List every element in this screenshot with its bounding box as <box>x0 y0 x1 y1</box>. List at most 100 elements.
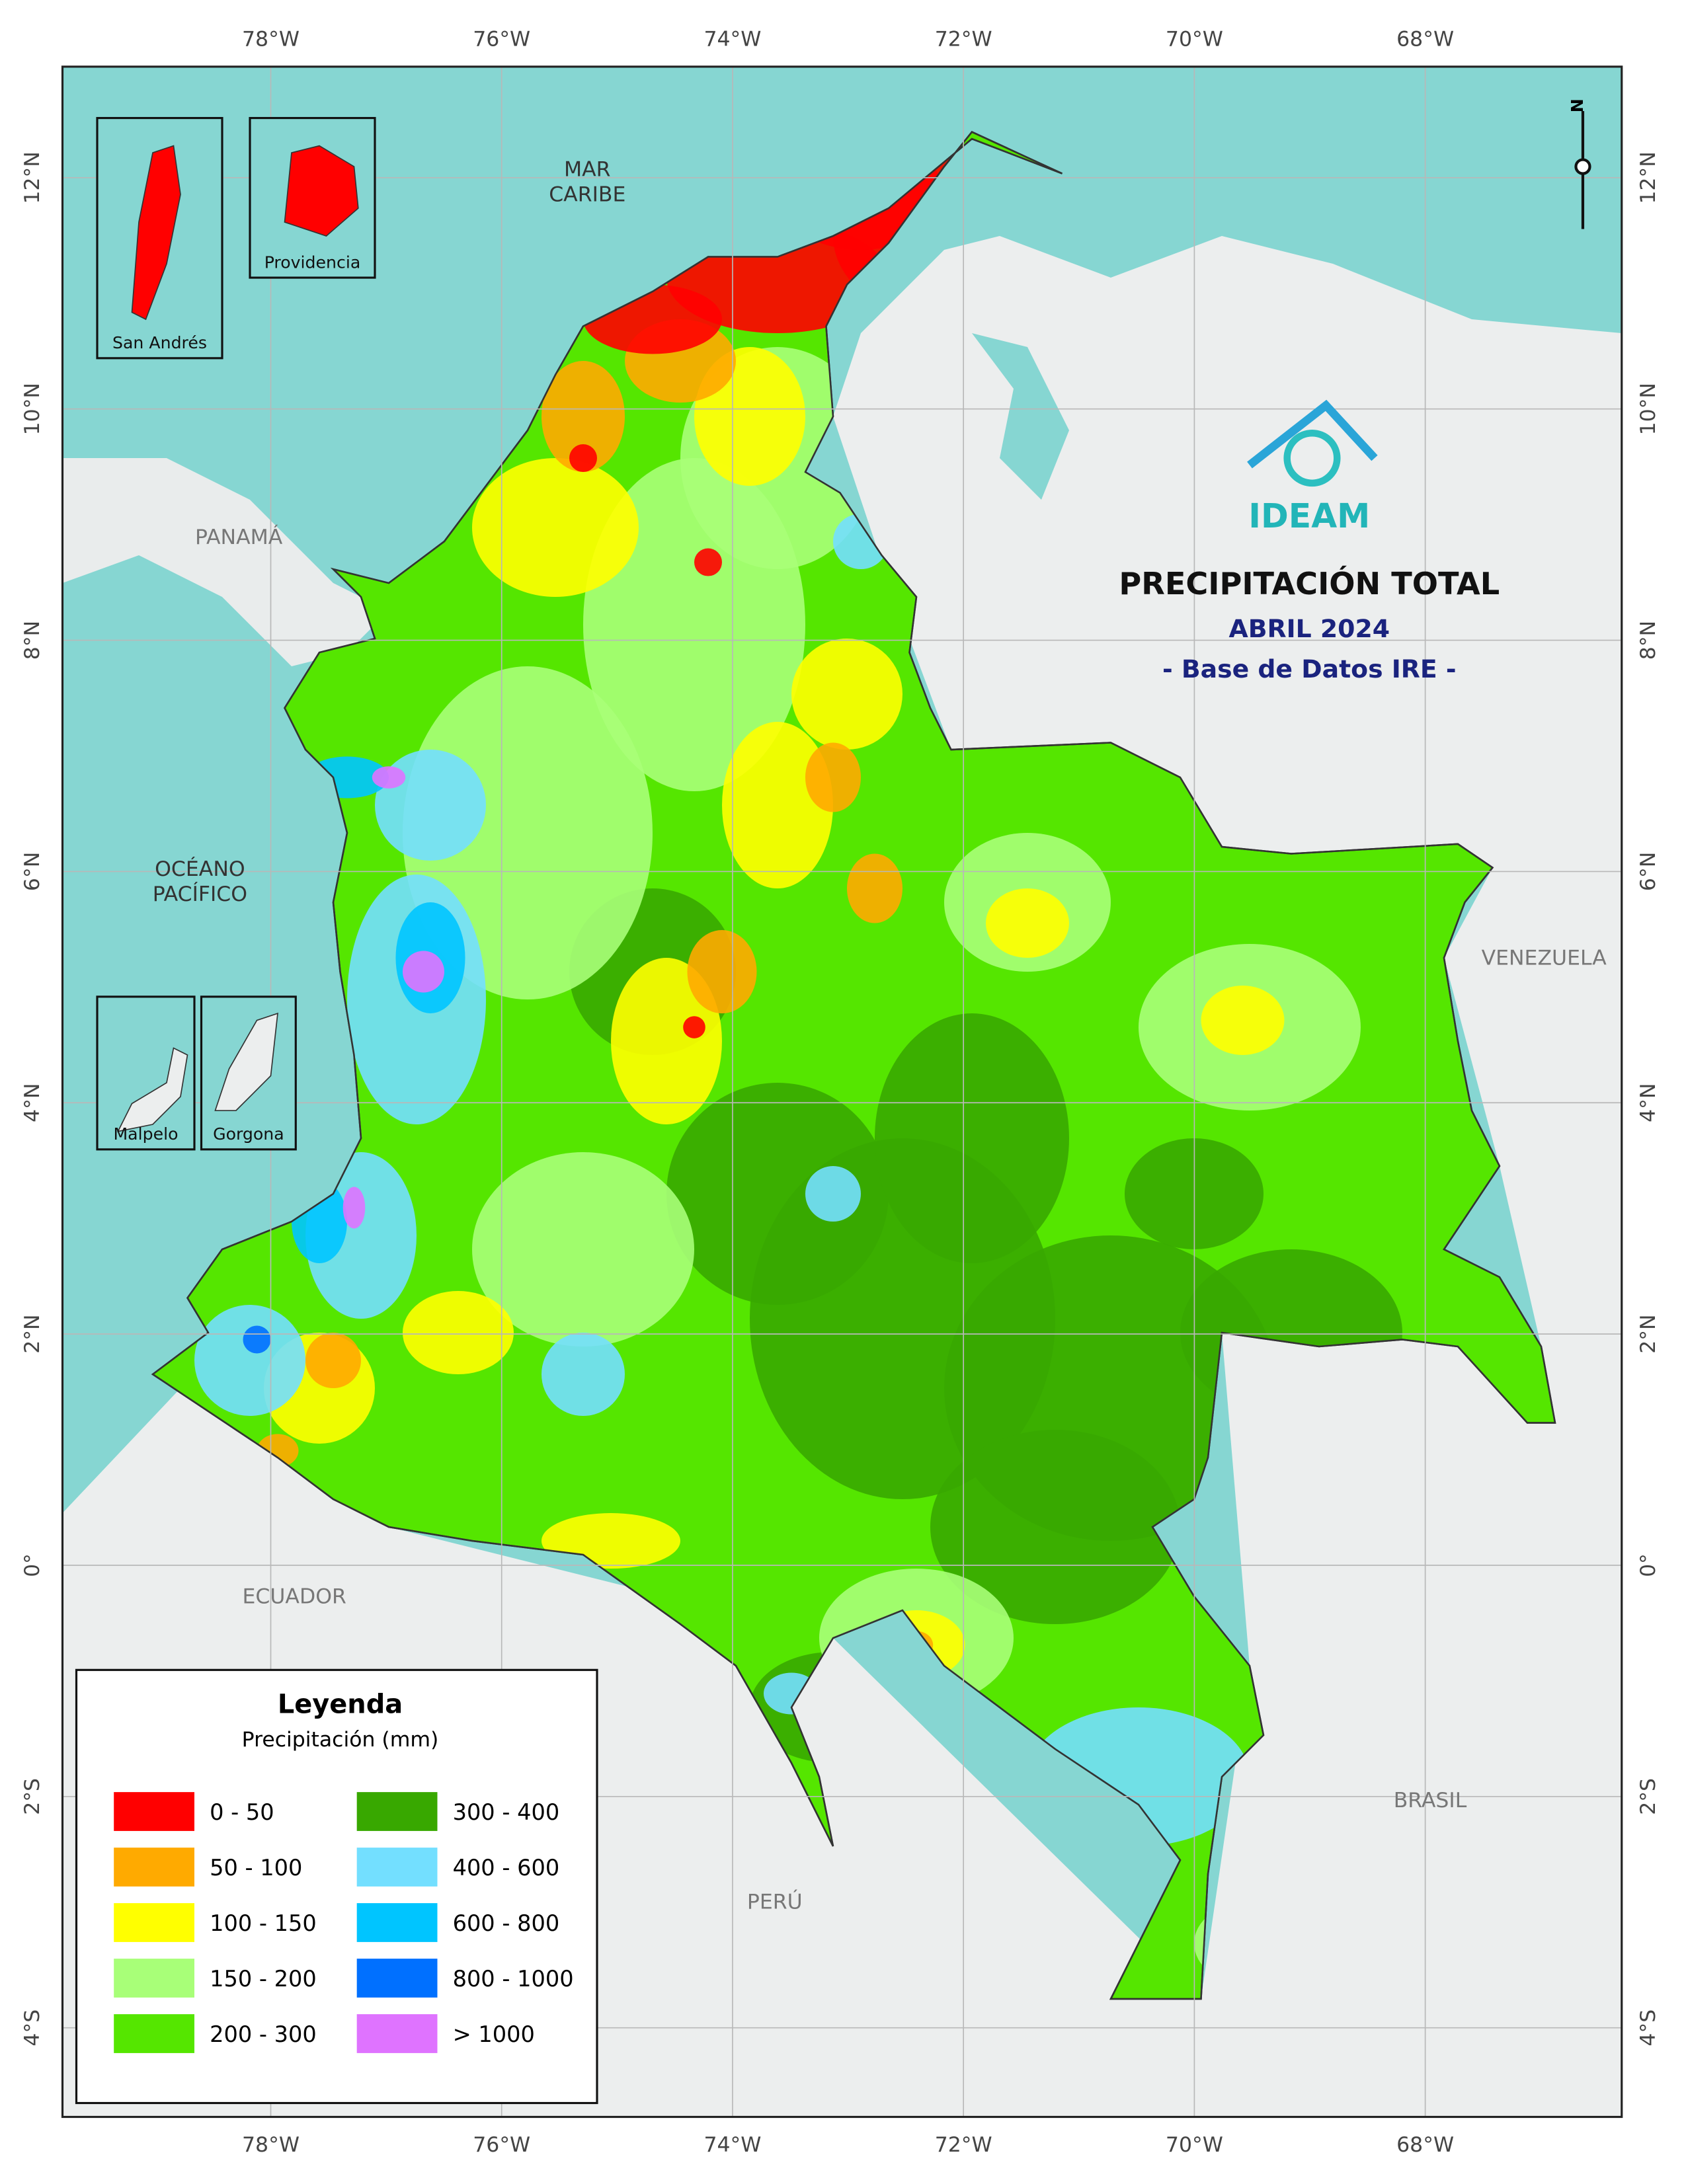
sea-label: CARIBE <box>549 183 625 207</box>
legend-swatch <box>356 1903 438 1942</box>
country-label: ECUADOR <box>243 1585 346 1609</box>
legend-subtitle: Precipitación (mm) <box>242 1728 439 1752</box>
precip-patch <box>846 853 903 923</box>
legend-swatch <box>356 2014 438 2053</box>
precip-fields <box>194 139 1402 1986</box>
latitude-label: 8°N <box>20 621 44 660</box>
inset-label: San Andrés <box>112 333 207 352</box>
sea-label: MAR <box>564 158 611 182</box>
legend-swatch <box>356 1959 438 1998</box>
longitude-label: 76°W <box>473 27 530 51</box>
north-arrow-dot <box>1574 158 1591 175</box>
precip-patch <box>402 951 444 993</box>
legend-label: 100 - 150 <box>210 1910 317 1936</box>
country-label: PANAMÁ <box>195 524 283 549</box>
precip-patch <box>805 742 861 812</box>
logo-roof <box>1247 399 1378 469</box>
sea-label: PACÍFICO <box>153 881 247 906</box>
longitude-label: 68°W <box>1396 27 1454 51</box>
legend-label: 0 - 50 <box>210 1799 274 1825</box>
north-arrow-label: N <box>1568 98 1587 112</box>
inset-label: Gorgona <box>213 1124 284 1144</box>
legend-swatch <box>114 1903 194 1942</box>
precip-patch <box>687 930 757 1014</box>
longitude-label: 68°W <box>1396 2133 1454 2157</box>
inset-island <box>214 1012 278 1111</box>
precip-patch <box>372 766 406 789</box>
legend-title: Leyenda <box>278 1689 403 1719</box>
latitude-label: 12°N <box>1636 151 1660 204</box>
latitude-label: 0° <box>20 1553 44 1577</box>
precip-patch <box>874 1013 1069 1264</box>
sea-label: OCÉANO <box>155 856 245 881</box>
precip-patch <box>930 1430 1180 1625</box>
inset-island <box>116 1047 188 1132</box>
map-title: PRECIPITACIÓN TOTAL <box>1119 566 1500 602</box>
precip-patch <box>471 458 639 598</box>
inset-label: Malpelo <box>113 1124 178 1144</box>
land-panama <box>62 458 389 667</box>
legend-label: 600 - 800 <box>453 1910 560 1936</box>
latitude-label: 12°N <box>20 151 44 204</box>
latitude-label: 10°N <box>1636 383 1660 435</box>
latitude-label: 4°N <box>20 1083 44 1122</box>
precip-patch <box>402 1291 514 1375</box>
latitude-label: 10°N <box>20 383 44 435</box>
longitude-label: 70°W <box>1166 2133 1223 2157</box>
land-neighbors <box>62 236 1622 2117</box>
legend-swatch <box>114 1792 194 1831</box>
precip-patch <box>694 548 722 576</box>
precip-patch <box>569 444 597 473</box>
legend-label: 50 - 100 <box>210 1855 302 1881</box>
latitude-label: 2°S <box>1636 1778 1660 1815</box>
longitude-label: 72°W <box>935 2133 992 2157</box>
latitude-label: 0° <box>1636 1553 1660 1577</box>
country-label: PERÚ <box>747 1889 803 1914</box>
precip-patch <box>721 722 833 889</box>
map-subtitle: ABRIL 2024 <box>1228 614 1390 643</box>
legend-swatch <box>114 2014 194 2053</box>
latitude-label: 6°N <box>1636 852 1660 891</box>
precip-patch <box>374 750 486 861</box>
longitude-label: 78°W <box>242 27 300 51</box>
longitude-label: 70°W <box>1166 27 1223 51</box>
latitude-label: 2°N <box>1636 1314 1660 1353</box>
precip-patch <box>342 1187 366 1229</box>
precip-patch <box>791 639 903 750</box>
country-label: BRASIL <box>1394 1789 1467 1813</box>
latitude-label: 6°N <box>20 852 44 891</box>
legend-swatch <box>356 1848 438 1887</box>
map-source: - Base de Datos IRE - <box>1162 654 1457 683</box>
longitude-label: 78°W <box>242 2133 300 2157</box>
precip-patch <box>305 1333 361 1389</box>
precip-patch <box>805 1166 861 1222</box>
precip-patch <box>1201 986 1285 1056</box>
latitude-label: 2°S <box>20 1778 44 1815</box>
precip-patch <box>541 1333 625 1417</box>
legend-label: 200 - 300 <box>210 2021 317 2047</box>
inset-island <box>284 145 359 237</box>
precip-patch <box>610 958 722 1125</box>
precip-patch <box>985 888 1069 958</box>
latitude-label: 2°N <box>20 1314 44 1353</box>
legend-label: > 1000 <box>453 2021 535 2047</box>
legend-swatch <box>114 1848 194 1887</box>
latitude-label: 4°S <box>1636 2009 1660 2047</box>
country-label: VENEZUELA <box>1482 947 1607 970</box>
precip-patch <box>471 1152 694 1347</box>
precip-patch <box>683 1016 705 1038</box>
lake-maracaibo <box>971 333 1069 500</box>
logo-text: IDEAM <box>1248 496 1370 535</box>
latitude-label: 8°N <box>1636 621 1660 660</box>
overlay: 78°W 78°W 76°W 76°W 74°W 74°W 72°W 72°W 70°W 70°W… <box>20 27 1660 2157</box>
legend-swatch <box>114 1959 194 1998</box>
longitude-label: 74°W <box>703 27 761 51</box>
precip-patch <box>666 1083 889 1306</box>
longitude-label: 72°W <box>935 27 992 51</box>
precip-patch <box>541 361 625 473</box>
legend-label: 300 - 400 <box>453 1799 560 1825</box>
legend-label: 400 - 600 <box>453 1855 560 1881</box>
legend-swatch <box>356 1792 438 1831</box>
